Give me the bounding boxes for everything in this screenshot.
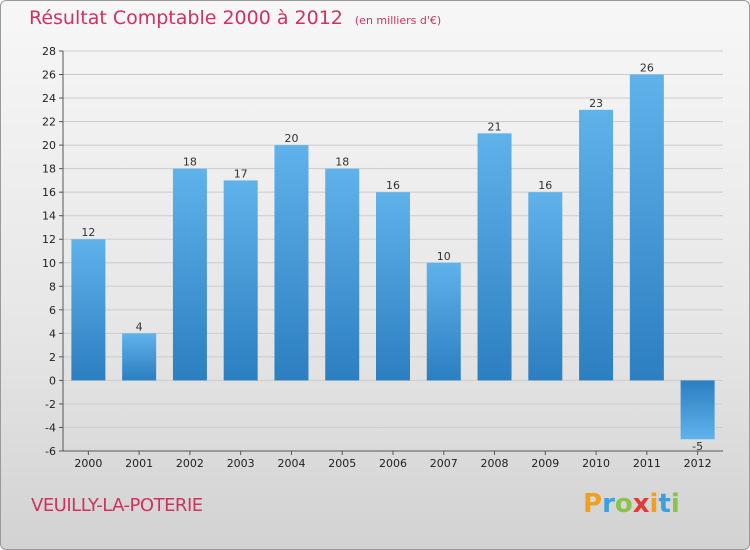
y-tick-label: 16 (42, 186, 56, 199)
y-tick-label: 2 (49, 351, 56, 364)
value-label-2008: 21 (488, 120, 502, 133)
y-tick-label: 14 (42, 210, 56, 223)
value-label-2007: 10 (437, 250, 451, 263)
y-tick-label: 24 (42, 92, 56, 105)
value-label-2003: 17 (234, 167, 248, 180)
x-tick-label-2004: 2004 (277, 457, 305, 470)
y-tick-label: 8 (49, 280, 56, 293)
y-tick-label: 28 (42, 45, 56, 58)
x-tick-label-2009: 2009 (531, 457, 559, 470)
value-label-2002: 18 (183, 156, 197, 169)
logo-letter: x (632, 489, 650, 519)
x-tick-label-2010: 2010 (582, 457, 610, 470)
bar-2003 (223, 180, 258, 381)
x-tick-label-2005: 2005 (328, 457, 356, 470)
value-label-2006: 16 (386, 179, 400, 192)
x-tick-label-2001: 2001 (125, 457, 153, 470)
logo-letter: i (649, 489, 659, 519)
x-tick-label-2000: 2000 (74, 457, 102, 470)
x-tick-label-2003: 2003 (227, 457, 255, 470)
y-tick-label: 26 (42, 69, 56, 82)
bar-2008 (477, 133, 512, 381)
bar-2010 (579, 109, 614, 381)
y-tick-label: -2 (45, 398, 56, 411)
value-label-2009: 16 (538, 179, 552, 192)
x-tick-label-2007: 2007 (430, 457, 458, 470)
y-tick-label: 6 (49, 304, 56, 317)
proxiti-logo: Proxiti (583, 489, 680, 519)
value-label-2011: 26 (640, 62, 654, 75)
chart-title: Résultat Comptable 2000 à 2012 (29, 7, 343, 29)
bar-2004 (274, 145, 309, 381)
y-tick-label: -4 (45, 421, 56, 434)
x-tick-label-2011: 2011 (633, 457, 661, 470)
y-tick-label: 22 (42, 116, 56, 129)
y-tick-label: 20 (42, 139, 56, 152)
logo-letter: t (658, 489, 671, 519)
value-label-2000: 12 (81, 226, 95, 239)
x-tick-label-2012: 2012 (684, 457, 712, 470)
logo-letter: o (614, 489, 633, 519)
bar-2000 (71, 239, 106, 381)
bar-2012 (680, 380, 715, 440)
value-label-2010: 23 (589, 97, 603, 110)
x-tick-label-2002: 2002 (176, 457, 204, 470)
logo-letter: i (670, 489, 680, 519)
y-tick-label: 0 (49, 374, 56, 387)
bar-2002 (172, 168, 207, 381)
bar-2007 (426, 262, 461, 381)
place-name: VEUILLY-LA-POTERIE (31, 495, 203, 516)
y-tick-label: 10 (42, 257, 56, 270)
bar-2001 (122, 333, 157, 381)
y-tick-label: 18 (42, 163, 56, 176)
value-label-2001: 4 (136, 320, 143, 333)
chart-subtitle: (en milliers d'€) (354, 14, 442, 27)
y-tick-label: 12 (42, 233, 56, 246)
x-tick-label-2006: 2006 (379, 457, 407, 470)
logo-letter: P (583, 489, 603, 519)
chart-header: Résultat Comptable 2000 à 2012 (en milli… (29, 7, 441, 29)
value-label-2004: 20 (284, 132, 298, 145)
logo-letter: r (602, 489, 615, 519)
bar-2011 (629, 74, 664, 381)
x-tick-label-2008: 2008 (481, 457, 509, 470)
bar-2006 (376, 192, 410, 381)
y-tick-label: 4 (49, 327, 56, 340)
bar-2005 (325, 168, 360, 381)
value-label-2005: 18 (335, 156, 349, 169)
value-label-2012: -5 (692, 440, 703, 453)
bar-2009 (528, 192, 563, 381)
y-tick-label: -6 (45, 445, 56, 458)
